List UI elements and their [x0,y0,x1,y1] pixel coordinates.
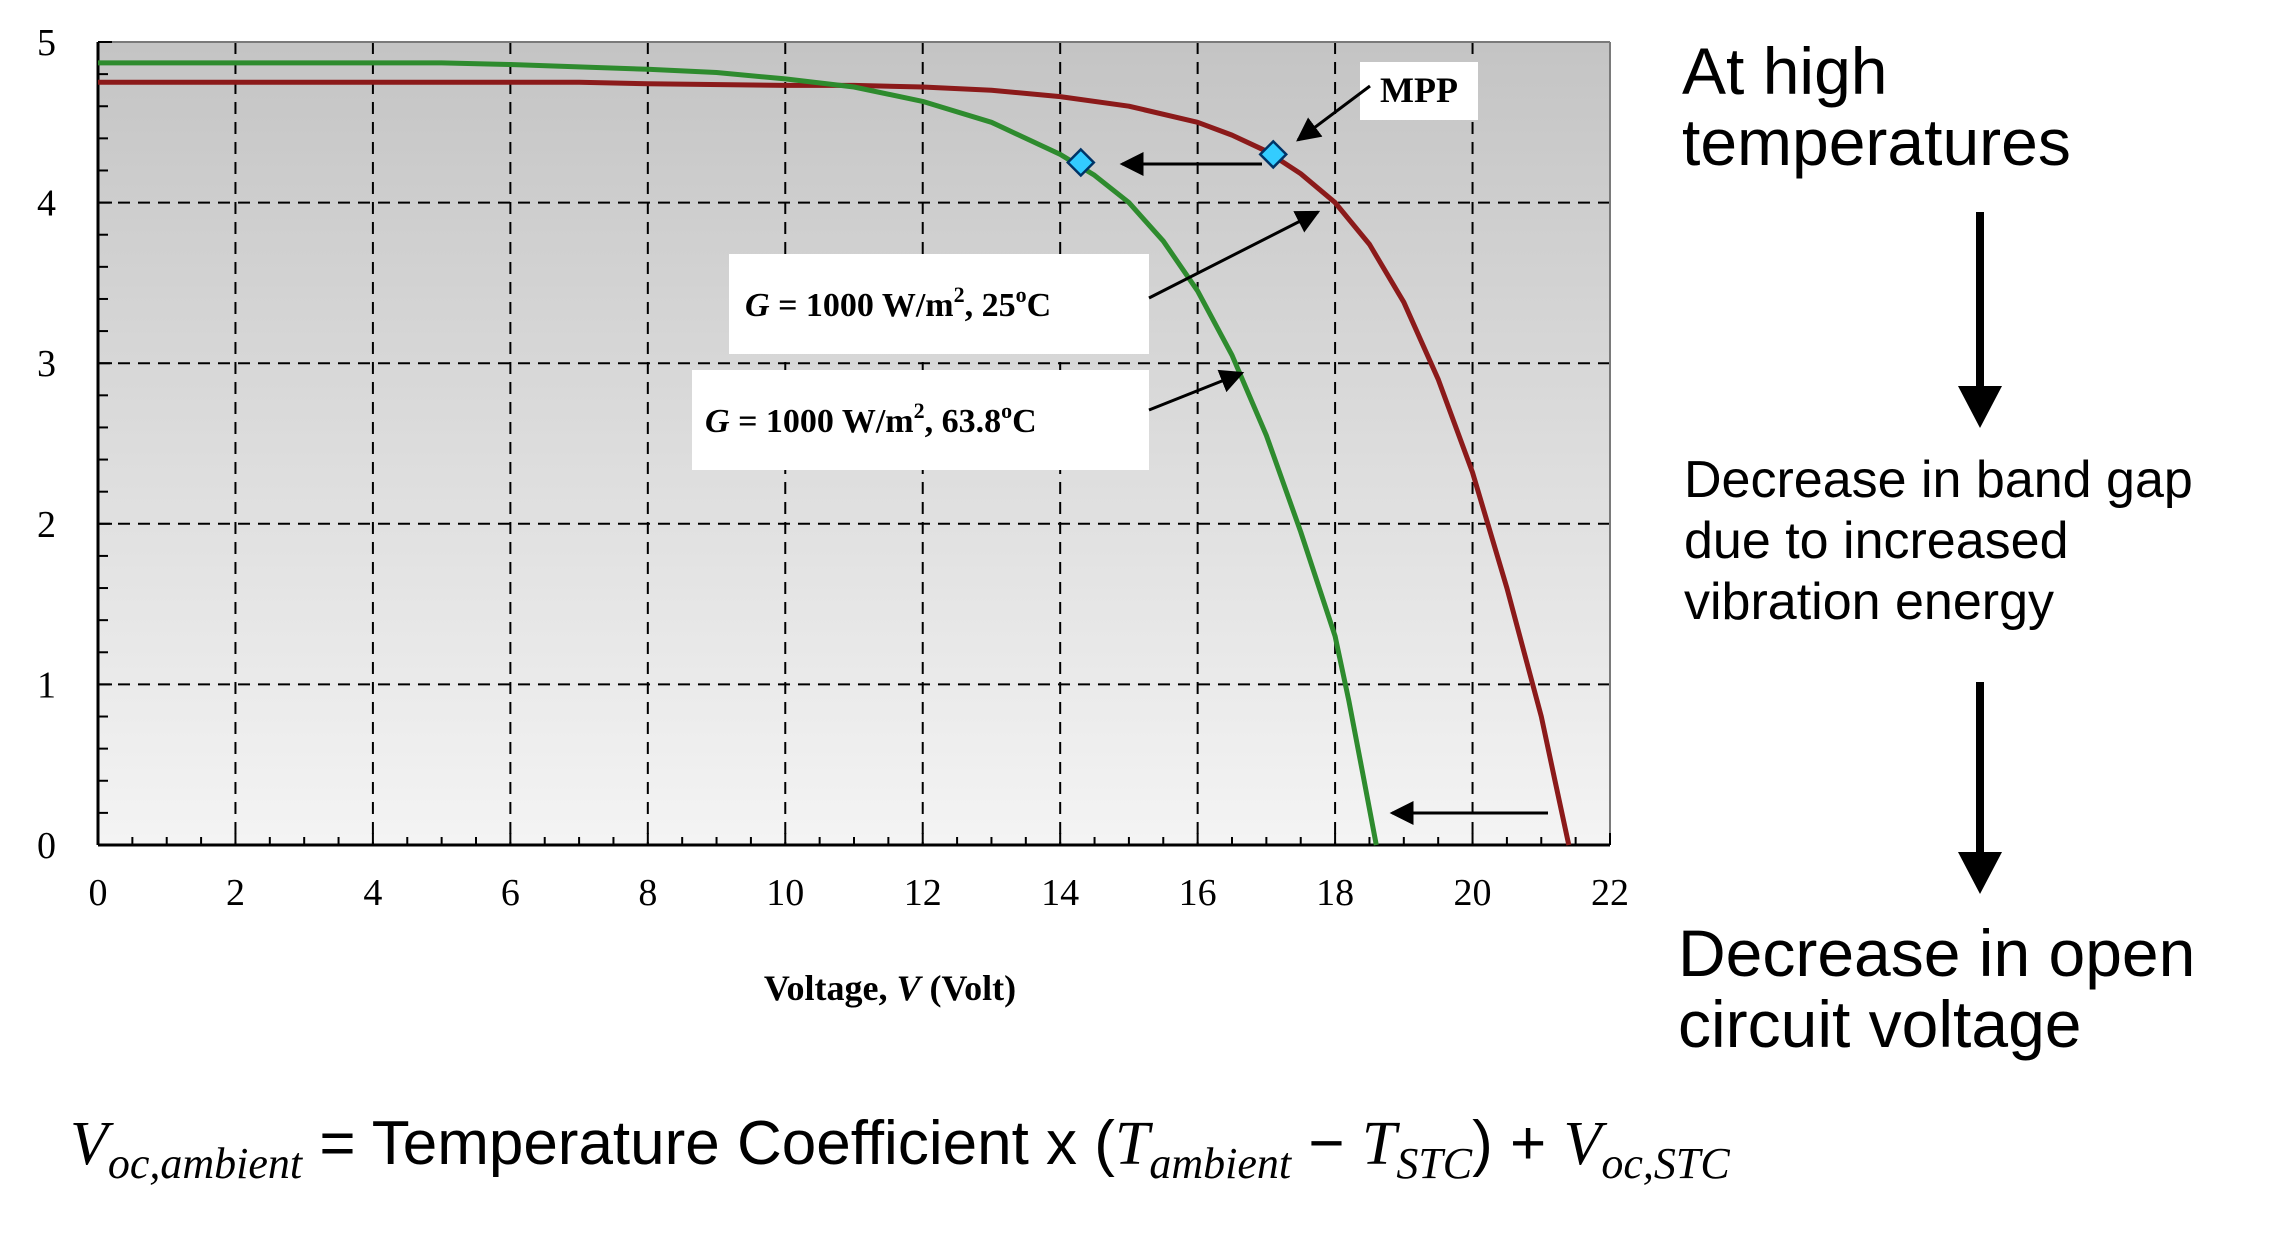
mpp-label: MPP [1380,70,1458,110]
y-tick-label: 5 [37,22,56,64]
x-tick-label: 12 [904,872,942,914]
formula-lhs-var: V [70,1110,108,1178]
x-axis-label-post: (Volt) [921,968,1017,1008]
curve-25-label-box [729,254,1149,354]
formula-minus: − [1291,1109,1362,1178]
x-tick-label: 20 [1454,872,1492,914]
note-open-circuit-voltage: Decrease in open circuit voltage [1678,916,2196,1062]
flow-arrow-1-head [1958,386,2002,428]
series-layer [98,60,1572,846]
curve-63-label-box [692,370,1149,470]
curve-25-arrow [1148,210,1321,300]
note-high-temperatures: At high temperatures [1682,34,2071,180]
grid [98,42,1610,845]
formula-rhs-var: V [1563,1110,1602,1178]
x-tick-label: 14 [1041,872,1079,914]
mpp-marker-25c [1258,139,1289,170]
voc-formula: Voc,ambient = Temperature Coefficient x … [70,1108,1730,1189]
formula-close-plus: ) + [1472,1109,1564,1178]
curve-63-label-g: G [705,403,730,440]
curve-25-label-deg: o [1016,282,1027,307]
formula-lhs-sub: oc,ambient [107,1139,303,1188]
curve-25-label-unit: C [1027,287,1052,324]
mpp-arrow [1296,84,1371,142]
curve-25-label: G = 1000 W/m2, 25oC [745,282,1051,324]
x-axis-label-var: V [896,968,923,1008]
y-tick-label: 2 [37,504,56,546]
x-tick-label: 0 [89,872,108,914]
y-tick-label: 4 [37,183,56,225]
note-band-gap: Decrease in band gap due to increased vi… [1684,451,2193,631]
x-tick-label: 4 [363,872,382,914]
mpp-label-box [1360,62,1478,120]
curve-25-label-exp: 2 [954,282,965,307]
formula-t2-sub: STC [1396,1139,1473,1188]
curve-63-label-unit: C [1012,403,1037,440]
curve-63-arrow [1148,369,1245,412]
y-tick-label: 0 [37,825,56,867]
x-tick-label: 18 [1316,872,1354,914]
flow-arrow-2-head [1958,852,2002,894]
formula-eq-text: = Temperature Coefficient x [302,1109,1095,1178]
curve-63-label-rest: = 1000 W/m [730,403,914,440]
formula-t2-var: T [1361,1110,1397,1178]
x-tick-label: 8 [638,872,657,914]
curve-63-label-temp: , 63.8 [925,403,1002,440]
y-tick-label: 3 [37,343,56,385]
x-tick-label: 2 [226,872,245,914]
curve-25-label-temp: , 25 [965,287,1016,324]
curve-63-label: G = 1000 W/m2, 63.8oC [705,398,1037,440]
mpp-marker-63-8c [1066,147,1096,178]
x-tick-label: 10 [766,872,804,914]
curve-63-label-deg: o [1001,398,1012,423]
x-tick-label: 6 [501,872,520,914]
mpp-markers [1066,139,1289,178]
series-line-25c [98,79,1572,846]
x-axis-label-pre: Voltage, [764,968,897,1008]
curve-63-label-exp: 2 [914,398,925,423]
x-tick-label: 16 [1179,872,1217,914]
curve-25-label-g: G [745,287,770,324]
formula-t1-var: T [1114,1110,1150,1178]
formula-t1-sub: ambient [1149,1139,1292,1188]
series-line-63-8c [98,60,1379,846]
formula-open-paren: ( [1094,1109,1115,1178]
y-tick-label: 1 [37,664,56,706]
x-axis-label: Voltage, V (Volt) [764,968,1016,1008]
x-tick-label: 22 [1591,872,1629,914]
curve-25-label-rest: = 1000 W/m [770,287,954,324]
formula-rhs-sub: oc,STC [1601,1139,1730,1188]
